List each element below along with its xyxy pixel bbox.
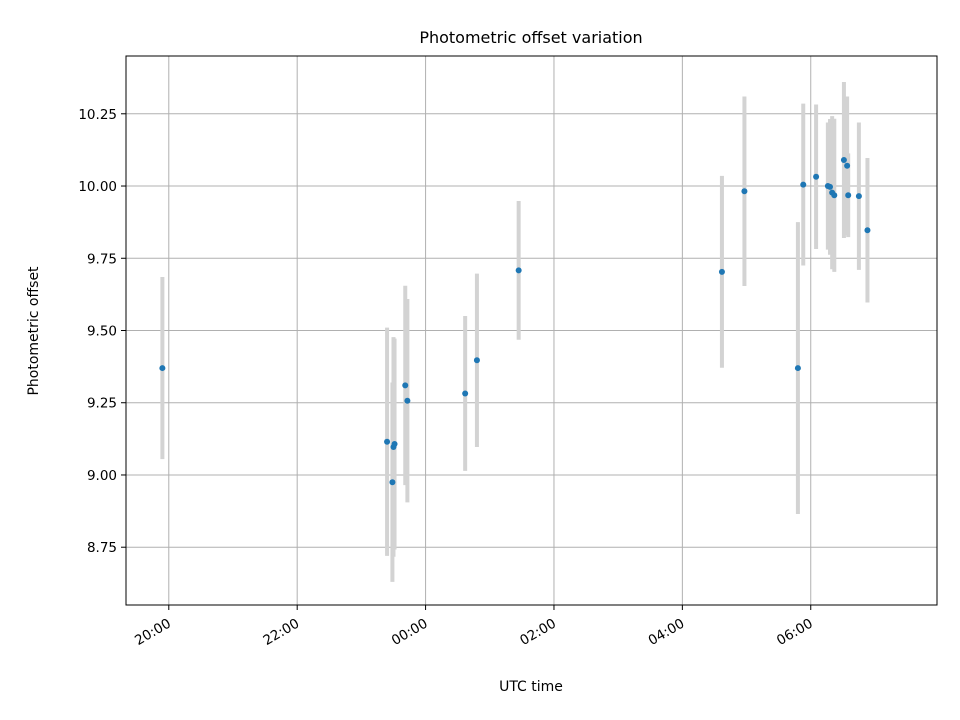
y-axis-ticks: 8.75 9.00 9.25 9.50 9.75 10.00 10.25 xyxy=(78,107,126,556)
y-tick-label: 9.00 xyxy=(87,468,117,484)
data-point xyxy=(473,357,480,364)
data-point xyxy=(402,382,409,389)
data-point xyxy=(384,438,391,445)
data-point xyxy=(718,268,725,275)
data-point xyxy=(855,193,862,200)
data-point xyxy=(389,479,396,486)
data-point xyxy=(827,183,834,190)
data-point xyxy=(831,192,838,199)
data-point xyxy=(391,441,398,448)
data-point xyxy=(864,227,871,234)
data-point xyxy=(844,162,851,169)
y-tick-label: 10.25 xyxy=(78,107,117,123)
y-tick-label: 9.75 xyxy=(87,251,117,267)
data-point xyxy=(845,192,852,199)
data-point xyxy=(741,188,748,195)
data-point xyxy=(794,365,801,372)
chart-title: Photometric offset variation xyxy=(419,28,642,47)
y-axis-label: Photometric offset xyxy=(26,266,42,396)
data-points xyxy=(159,157,871,486)
data-point xyxy=(462,390,469,397)
data-point xyxy=(840,157,847,164)
x-axis-label: UTC time xyxy=(499,679,563,695)
grid xyxy=(126,56,937,605)
y-tick-label: 9.50 xyxy=(87,324,117,340)
data-point xyxy=(159,365,166,372)
data-point xyxy=(800,181,807,188)
data-point xyxy=(404,397,411,404)
y-tick-label: 9.25 xyxy=(87,396,117,412)
y-tick-label: 8.75 xyxy=(87,540,117,556)
data-point xyxy=(515,267,522,274)
y-tick-label: 10.00 xyxy=(78,179,117,195)
data-point xyxy=(813,173,820,180)
